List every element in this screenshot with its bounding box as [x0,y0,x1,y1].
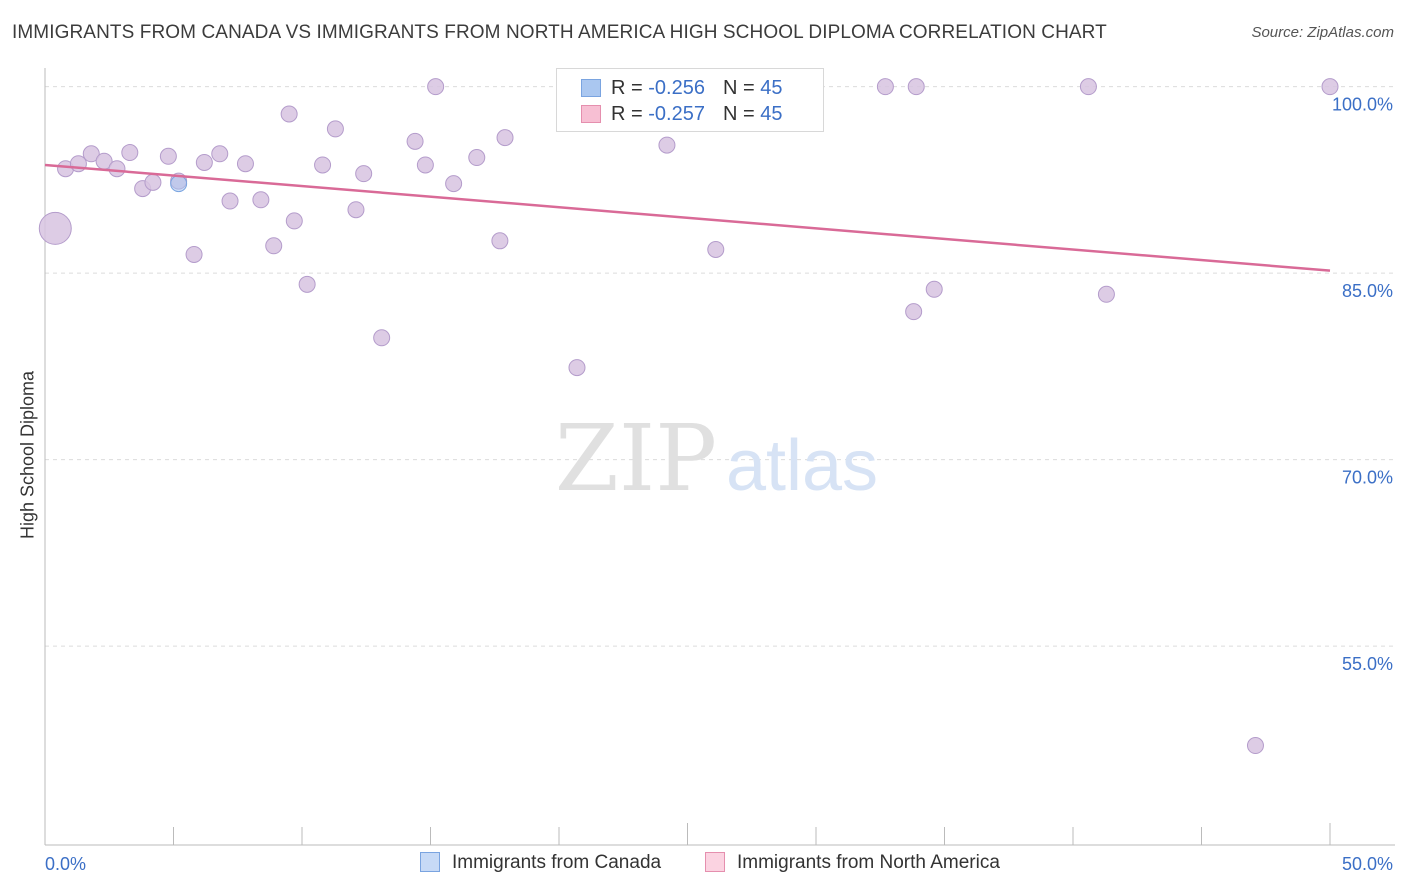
r-label: R = [611,103,649,125]
data-points [38,78,1339,755]
point-north-america[interactable] [416,156,434,174]
point-north-america[interactable] [427,78,445,96]
point-north-america[interactable] [496,129,514,147]
point-north-america[interactable] [314,156,332,174]
point-north-america[interactable] [568,359,586,377]
y-tick-label: 70.0% [1342,468,1393,488]
watermark-atlas: atlas [726,426,878,506]
legend-label-north-america: Immigrants from North America [737,852,1000,873]
canada-legend-swatch [420,852,440,872]
point-north-america[interactable] [326,120,344,138]
y-tick-label: 100.0% [1332,95,1393,115]
trendline [44,163,1331,272]
point-north-america[interactable] [285,212,303,230]
point-canada[interactable] [170,175,188,193]
chart-source: Source: ZipAtlas.com [1251,24,1394,41]
r-label: R = [611,77,649,99]
n-label: N = [722,77,761,99]
watermark-zip: ZIP [555,405,717,512]
chart-title: IMMIGRANTS FROM CANADA VS IMMIGRANTS FRO… [12,22,1107,43]
point-north-america[interactable] [159,147,177,165]
r-value: -0.257 [648,103,705,125]
point-north-america[interactable] [1246,737,1264,755]
point-north-america[interactable] [347,201,365,219]
point-north-america[interactable] [355,165,373,183]
point-north-america[interactable] [121,144,139,162]
point-north-america[interactable] [658,136,676,154]
point-north-america[interactable] [298,275,316,293]
r-value: -0.256 [648,77,705,99]
legend-item-north-america[interactable]: Immigrants from North America [705,852,1000,874]
north-america-swatch [581,105,601,123]
point-north-america[interactable] [38,211,72,245]
point-north-america[interactable] [195,153,213,171]
point-north-america[interactable] [1321,78,1339,96]
point-north-america[interactable] [491,232,509,250]
point-north-america[interactable] [108,160,126,178]
point-north-america[interactable] [280,105,298,123]
point-north-america[interactable] [252,191,270,209]
canada-swatch [581,79,601,97]
point-north-america[interactable] [907,78,925,96]
point-north-america[interactable] [82,145,100,163]
legend-item-canada[interactable]: Immigrants from Canada [420,852,661,874]
x-tick-label-max: 50.0% [1342,854,1393,874]
north-america-legend-swatch [705,852,725,872]
n-value: 45 [760,103,783,125]
n-value: 45 [760,77,783,99]
point-north-america[interactable] [221,192,239,210]
point-north-america[interactable] [1097,285,1115,303]
point-north-america[interactable] [707,241,725,259]
point-north-america[interactable] [445,175,463,193]
point-north-america[interactable] [406,132,424,150]
stats-legend-row-north-america: R = -0.257 N = 45 [581,103,782,127]
point-north-america[interactable] [211,145,229,163]
point-north-america[interactable] [1079,78,1097,96]
x-tick-label-min: 0.0% [45,854,86,874]
n-label: N = [722,103,761,125]
y-tick-label: 85.0% [1342,281,1393,301]
point-north-america[interactable] [185,245,203,263]
trendline-group [44,163,1331,272]
point-north-america[interactable] [144,173,162,191]
point-north-america[interactable] [236,155,254,173]
point-north-america[interactable] [905,303,923,321]
tick-labels: 100.0% 85.0% 70.0% 55.0% 0.0% 50.0% [45,95,1393,874]
y-tick-label: 55.0% [1342,654,1393,674]
point-north-america[interactable] [265,237,283,255]
stats-legend-row-canada: R = -0.256 N = 45 [581,77,782,101]
point-north-america[interactable] [876,78,894,96]
point-north-america[interactable] [925,280,943,298]
point-north-america[interactable] [373,329,391,347]
point-north-america[interactable] [468,149,486,167]
axes [44,68,1395,846]
stats-legend: R = -0.256 N = 45 R = -0.257 N = 45 [556,68,824,132]
legend-label-canada: Immigrants from Canada [452,852,662,873]
